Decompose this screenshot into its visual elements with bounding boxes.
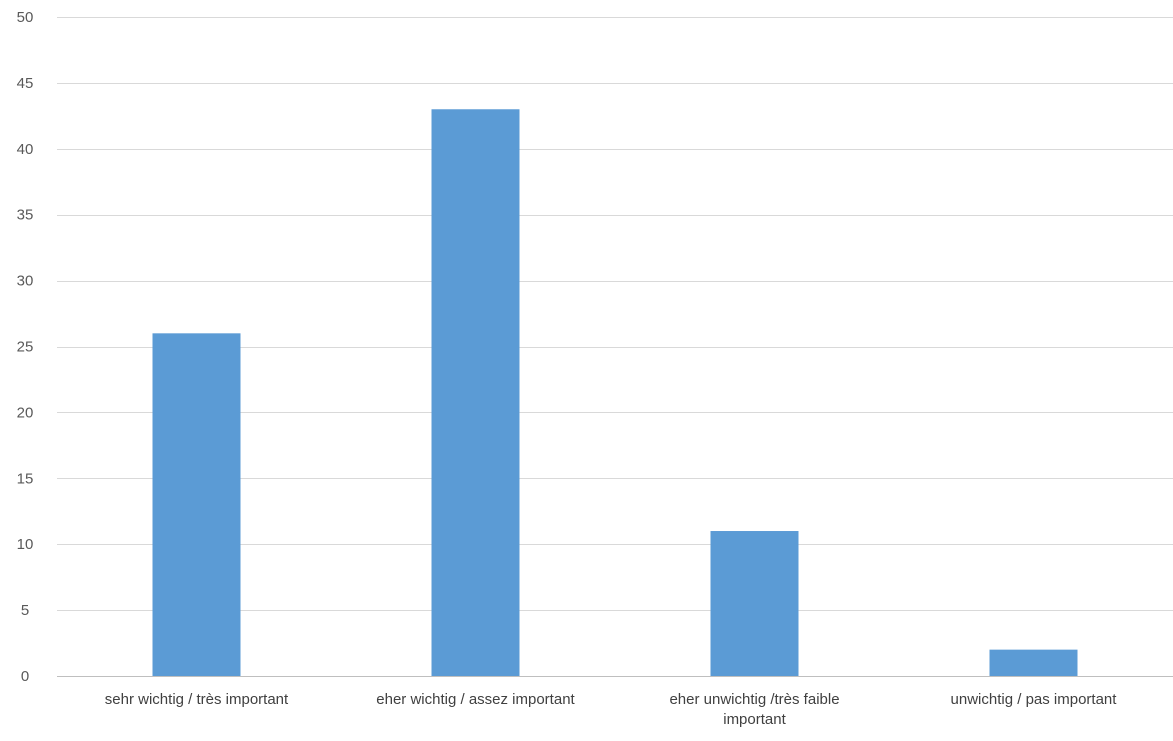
y-tick-label: 25 xyxy=(17,339,34,356)
gridlines xyxy=(57,17,1173,677)
y-axis-tick-labels: 0 5 10 15 20 25 30 35 40 45 50 xyxy=(17,9,34,685)
x-category-label: eher unwichtig /très faible important xyxy=(669,691,839,728)
x-category-label: sehr wichtig / très important xyxy=(105,691,289,708)
y-tick-label: 50 xyxy=(17,9,34,26)
bar xyxy=(710,531,799,676)
x-category-label: eher wichtig / assez important xyxy=(376,691,575,708)
x-category-label-line: unwichtig / pas important xyxy=(951,691,1118,708)
y-tick-label: 45 xyxy=(17,75,34,92)
x-category-label: unwichtig / pas important xyxy=(951,691,1118,708)
y-tick-label: 20 xyxy=(17,404,34,421)
x-category-label-line: sehr wichtig / très important xyxy=(105,691,289,708)
bar xyxy=(152,333,241,676)
bars xyxy=(152,109,1078,676)
y-tick-label: 35 xyxy=(17,207,34,224)
y-tick-label: 5 xyxy=(21,602,29,619)
y-tick-label: 40 xyxy=(17,141,34,158)
y-tick-label: 0 xyxy=(21,668,29,685)
y-tick-label: 15 xyxy=(17,470,34,487)
x-axis-category-labels: sehr wichtig / très important eher wichti… xyxy=(105,691,1117,728)
y-tick-label: 10 xyxy=(17,536,34,553)
bar xyxy=(989,649,1078,676)
x-category-label-line: eher wichtig / assez important xyxy=(376,691,575,708)
y-tick-label: 30 xyxy=(17,273,34,290)
x-category-label-line: important xyxy=(723,711,786,728)
x-category-label-line: eher unwichtig /très faible xyxy=(669,691,839,708)
bar xyxy=(431,109,520,676)
